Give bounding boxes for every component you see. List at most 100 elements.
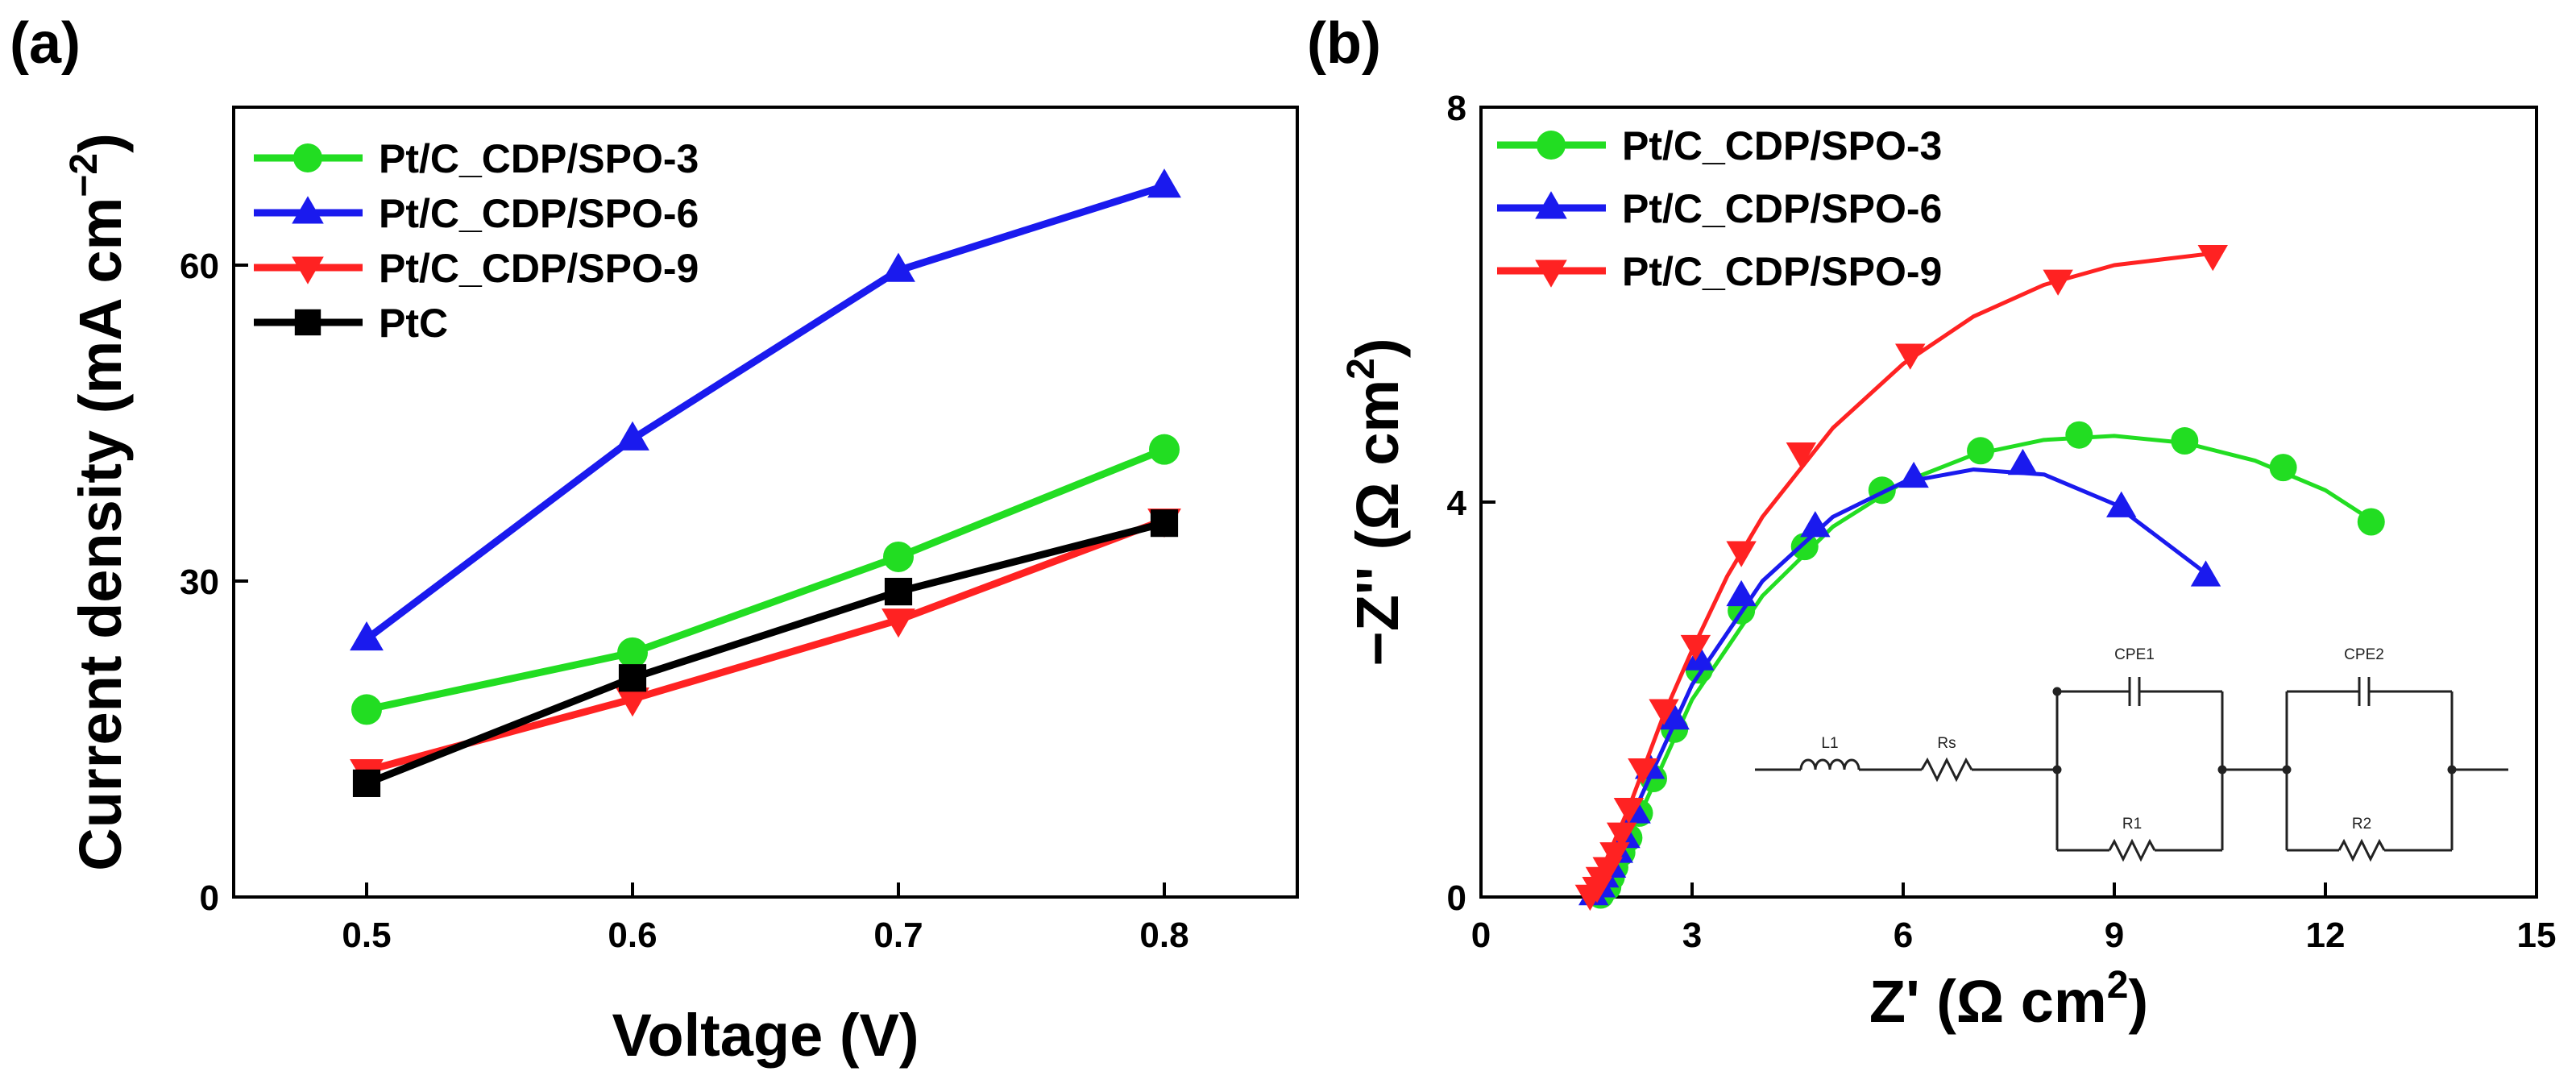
panel-b-data-point: [1790, 533, 1819, 561]
panel-b-y-axis-title: −Z'' (Ω cm2): [1340, 338, 1411, 666]
panel-b-y-ticks: 0 4 8: [1447, 89, 1495, 918]
panel-a-series: [350, 168, 1181, 797]
panel-b-legend-item-pt-c-cdp-spo-3: Pt/C_CDP/SPO-3: [1497, 123, 1942, 168]
panel-b-data-point: [1659, 703, 1690, 730]
panel-a-series-line: [366, 446, 1166, 713]
panel-a: (a) 0.5 0.6 0.7 0.8 0 30 60 Voltage (V) Curre…: [10, 11, 1299, 1069]
panel-b-label: (b): [1307, 11, 1381, 76]
panel-a-data-point: [351, 694, 382, 725]
panel-a-legend-item-pt-c-cdp-spo-3: Pt/C_CDP/SPO-3: [254, 136, 699, 181]
panel-b-data-point: [2043, 269, 2073, 296]
panel-a-y-tick-label: 30: [180, 563, 219, 602]
circuit-label-r2: R2: [2352, 816, 2371, 833]
panel-a-data-point: [881, 608, 915, 638]
panel-a-series-line: [365, 519, 1166, 787]
panel-b: (b) 0 3 6 9 12 15 0 4 8 Z' (Ω cm2) −Z'' (Ω cm2)…: [1307, 11, 2556, 1035]
panel-a-series-line: [364, 182, 1166, 642]
panel-b-data-point: [2269, 454, 2297, 482]
panel-a-x-tick-label: 0.8: [1139, 916, 1188, 955]
panel-a-data-point: [881, 252, 915, 282]
circuit-node: [2447, 765, 2457, 774]
panel-b-x-tick-label: 3: [1682, 916, 1702, 955]
panel-a-data-point: [618, 664, 647, 692]
panel-b-data-point: [1800, 511, 1831, 538]
panel-b-x-tick-label: 15: [2517, 916, 2557, 955]
panel-a-legend-label: Pt/C_CDP/SPO-3: [379, 136, 699, 181]
panel-b-data-point: [1680, 634, 1711, 662]
circuit-node: [2052, 687, 2062, 696]
circuit-node: [2282, 765, 2292, 774]
panel-b-data-point: [2171, 427, 2199, 455]
panel-a-x-tick-label: 0.7: [873, 916, 923, 955]
panel-a-legend-label: PtC: [379, 301, 448, 346]
panel-b-data-point: [1684, 644, 1715, 671]
panel-b-x-tick-label: 0: [1471, 916, 1491, 955]
panel-b-data-point: [2357, 508, 2385, 536]
panel-b-data-point: [2106, 491, 2137, 517]
equivalent-circuit-inset: [1755, 677, 2508, 862]
panel-b-legend-item-pt-c-cdp-spo-6: Pt/C_CDP/SPO-6: [1497, 186, 1942, 231]
panel-b-data-point: [1649, 699, 1679, 725]
panel-b-legend-label: Pt/C_CDP/SPO-3: [1622, 123, 1942, 168]
circuit-labels: L1 Rs CPE1 R1 CPE2 R2: [1821, 646, 2383, 833]
circuit-label-rs: Rs: [1937, 735, 1956, 752]
panel-b-data-point: [2007, 448, 2039, 475]
panel-b-data-point: [2190, 560, 2221, 587]
panel-b-data-point: [1726, 541, 1757, 567]
panel-b-data-point: [1967, 437, 1995, 465]
panel-b-data-point: [1898, 461, 1929, 488]
panel-a-data-point: [616, 687, 649, 717]
panel-a-x-ticks: 0.5 0.6 0.7 0.8: [342, 882, 1189, 955]
panel-b-fit-line: [1599, 434, 2373, 899]
inductor-l1-symbol: [1799, 758, 1860, 770]
panel-a-series-ptc: [352, 509, 1179, 797]
panel-b-legend-marker: [1535, 260, 1567, 288]
panel-a-legend-marker: [292, 196, 324, 224]
panel-b-y-tick-label: 0: [1447, 878, 1466, 918]
panel-a-legend-label: Pt/C_CDP/SPO-9: [379, 246, 699, 291]
panel-a-x-tick-label: 0.6: [608, 916, 657, 955]
panel-b-x-axis-title: Z' (Ω cm2): [1869, 964, 2148, 1035]
panel-a-series-pt-c-cdp-spo-3: [351, 434, 1180, 725]
panel-a-legend-item-pt-c-cdp-spo-9: Pt/C_CDP/SPO-9: [254, 246, 699, 291]
panel-a-x-tick-label: 0.5: [342, 916, 391, 955]
panel-b-legend-item-pt-c-cdp-spo-9: Pt/C_CDP/SPO-9: [1497, 249, 1942, 294]
panel-b-x-tick-label: 12: [2306, 916, 2346, 955]
panel-a-y-axis-title: Current density (mA cm−2): [63, 133, 134, 870]
panel-b-data-point: [1599, 842, 1630, 869]
circuit-label-cpe1: CPE1: [2114, 646, 2155, 663]
panel-b-data-point: [2197, 245, 2228, 272]
panel-b-y-tick-label: 4: [1447, 484, 1467, 523]
panel-a-data-point: [1147, 168, 1181, 198]
panel-a-data-point: [617, 637, 648, 668]
panel-b-x-tick-label: 9: [2105, 916, 2124, 955]
panel-a-frame: [232, 106, 1299, 899]
panel-a-data-point: [616, 421, 649, 451]
panel-a-legend-item-ptc: PtC: [254, 301, 448, 346]
panel-a-y-tick-label: 60: [180, 247, 219, 286]
resistor-r2-symbol: [2337, 838, 2386, 862]
panel-b-legend-marker: [1535, 191, 1567, 219]
panel-b-data-point: [1895, 343, 1926, 370]
circuit-node: [2052, 765, 2062, 774]
panel-b-x-ticks: 0 3 6 9 12 15: [1471, 882, 2557, 955]
circuit-node: [2217, 765, 2227, 774]
panel-b-data-point: [2065, 421, 2093, 449]
panel-a-legend-marker: [294, 309, 321, 336]
panel-a-legend-item-pt-c-cdp-spo-6: Pt/C_CDP/SPO-6: [254, 191, 699, 236]
panel-b-y-tick-label: 8: [1447, 89, 1466, 128]
panel-b-series: [1574, 245, 2385, 912]
panel-b-series-pt-c-cdp-spo-9: [1574, 245, 2228, 912]
panel-b-legend-marker: [1537, 131, 1566, 160]
panel-a-series-line: [365, 517, 1166, 774]
panel-a-data-point: [1149, 434, 1180, 465]
panel-b-data-point: [1628, 758, 1658, 785]
panel-a-data-point: [350, 621, 384, 651]
circuit-label-cpe2: CPE2: [2344, 646, 2384, 663]
panel-b-fit-line: [1591, 467, 2208, 899]
panel-a-series-pt-c-cdp-spo-6: [350, 168, 1181, 651]
panel-a-legend-marker: [293, 143, 322, 172]
panel-b-legend: Pt/C_CDP/SPO-3 Pt/C_CDP/SPO-6 Pt/C_CDP/SPO…: [1497, 123, 1942, 294]
panel-b-data-point: [1726, 579, 1757, 607]
